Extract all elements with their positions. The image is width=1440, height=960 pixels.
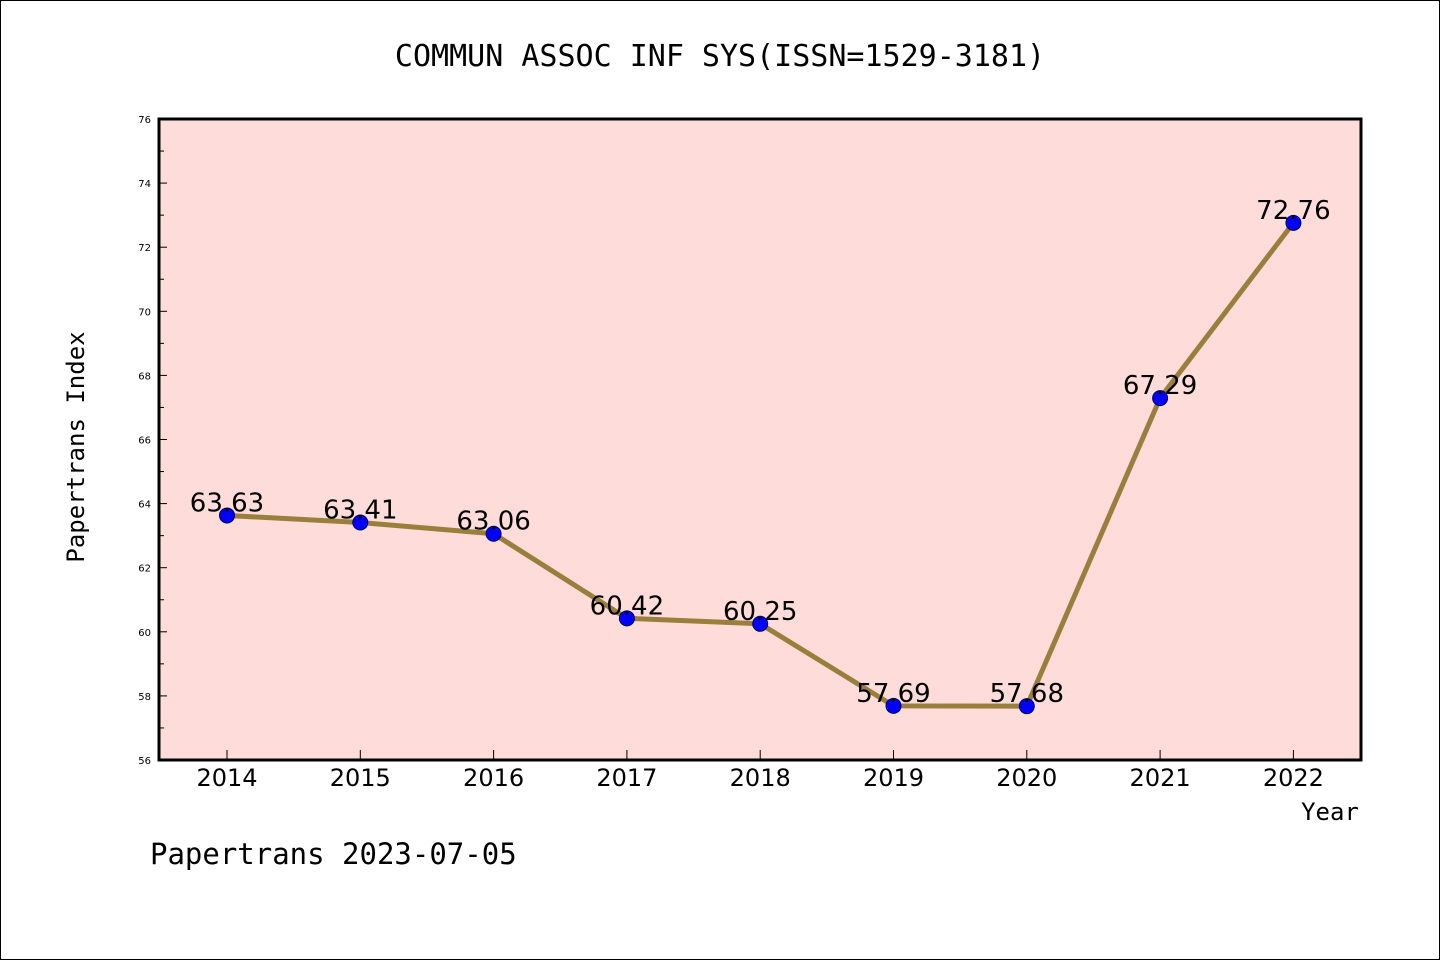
plot-border (157, 117, 1363, 762)
data-point-marker (352, 514, 369, 531)
data-labels: 63.63 63.41 63.06 60.42 60.25 57.69 57.68 67.29… (190, 196, 1331, 709)
data-point-marker (219, 507, 235, 524)
y-tick-label: 58 (138, 692, 151, 703)
y-tick-label: 56 (138, 756, 151, 767)
data-point-marker (885, 697, 902, 714)
chart-title: COMMUN ASSOC INF SYS(ISSN=1529-3181) (395, 39, 1045, 74)
series-markers (219, 214, 1302, 715)
x-tick-label: 2016 (463, 764, 524, 792)
x-tick-label: 2022 (1263, 764, 1324, 792)
x-axis-label: Year (1301, 798, 1359, 826)
x-axis-ticks: 2014 2015 2016 2017 2018 2019 2020 2021 2022 (196, 750, 1324, 792)
y-tick-label: 66 (138, 436, 151, 447)
x-tick-label: 2017 (596, 764, 657, 792)
data-point-label: 63.41 (323, 496, 397, 526)
y-axis-ticks: 56 58 60 62 64 66 68 70 72 74 76 (138, 115, 167, 767)
data-point-label: 72.76 (1256, 196, 1330, 226)
x-tick-label: 2015 (330, 764, 391, 792)
y-tick-label: 62 (138, 564, 151, 575)
data-point-label: 57.68 (990, 679, 1064, 709)
data-point-marker (1285, 214, 1302, 231)
y-tick-label: 74 (138, 179, 151, 190)
y-tick-label: 60 (138, 628, 151, 639)
x-tick-label: 2021 (1130, 764, 1191, 792)
data-point-marker (1018, 698, 1035, 715)
data-point-marker (618, 610, 635, 627)
y-tick-label: 76 (138, 115, 151, 126)
x-tick-label: 2020 (996, 764, 1057, 792)
x-tick-label: 2018 (730, 764, 791, 792)
data-point-label: 63.63 (190, 488, 264, 518)
data-point-marker (485, 525, 502, 542)
footer-credit: Papertrans 2023-07-05 (150, 837, 517, 871)
data-point-label: 63.06 (456, 507, 530, 537)
data-point-label: 60.25 (723, 597, 797, 627)
y-tick-label: 70 (138, 307, 151, 318)
data-point-label: 60.42 (590, 591, 664, 621)
y-tick-label: 68 (138, 371, 151, 382)
data-point-label: 67.29 (1123, 371, 1197, 401)
y-axis-label: Papertrans Index (62, 331, 90, 562)
data-point-marker (752, 615, 769, 632)
data-point-label: 57.69 (856, 679, 930, 709)
data-point-marker (1152, 390, 1169, 407)
x-tick-label: 2019 (863, 764, 924, 792)
y-tick-label: 72 (138, 243, 151, 254)
plot-area (159, 119, 1361, 760)
x-tick-label: 2014 (196, 764, 257, 792)
y-tick-label: 64 (138, 500, 151, 511)
